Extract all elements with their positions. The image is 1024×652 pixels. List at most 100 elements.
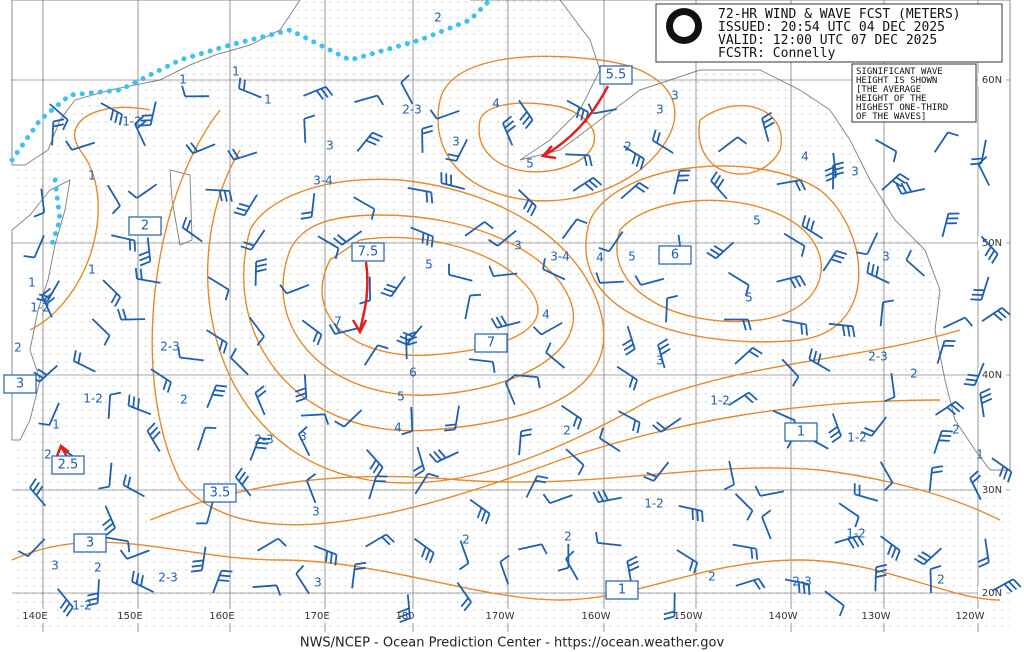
wind-barb — [781, 358, 800, 387]
wind-barb — [673, 169, 691, 195]
wind-barb — [935, 400, 965, 416]
wind-barb — [131, 570, 154, 593]
wind-barb — [227, 148, 258, 161]
wave-contour-label: 2 — [14, 341, 22, 355]
wave-contour-label: 1-2 — [710, 394, 730, 408]
wind-barb — [970, 276, 990, 301]
label-box — [658, 245, 692, 265]
wind-barb — [464, 293, 482, 320]
wave-contour-label: 5 — [753, 214, 761, 228]
wind-barb — [879, 461, 894, 492]
header-line: 72-HR WIND & WAVE FCST (METERS) — [718, 7, 961, 22]
wind-barb — [448, 263, 473, 282]
contour — [616, 199, 822, 323]
wind-barb — [146, 422, 161, 452]
wind-barb — [410, 226, 434, 248]
wind-barb — [233, 194, 258, 217]
note-line: HEIGHT IS SHOWN — [856, 76, 937, 86]
wind-barb — [616, 365, 638, 391]
wind-barb — [991, 578, 1022, 593]
wave-contour-label: 2-3 — [160, 340, 180, 354]
wind-barb — [598, 427, 621, 453]
wind-barb — [303, 85, 334, 100]
wind-barb — [525, 475, 549, 498]
header: 72-HR WIND & WAVE FCST (METERS) ISSUED: … — [655, 3, 1003, 123]
wind-barb — [663, 592, 676, 621]
wind-barb — [488, 229, 517, 247]
wind-barb — [634, 275, 665, 286]
wind-barb — [257, 537, 287, 552]
wave-contour-label: 2 — [44, 448, 52, 462]
contour — [243, 178, 605, 432]
note-line: HIGHEST ONE-THIRD — [856, 103, 948, 113]
wind-barb — [488, 265, 518, 277]
wind-barb — [51, 118, 65, 146]
wind-barb — [874, 138, 898, 163]
tick-box — [114, 609, 146, 623]
wind-barb — [499, 554, 510, 585]
wind-barb — [444, 405, 460, 432]
label-box — [3, 374, 37, 394]
wave-contour-label: 1 — [264, 93, 272, 107]
lat-label: 20N — [982, 588, 1002, 599]
wave-contour-label: 1 — [88, 169, 96, 183]
arrows — [55, 85, 610, 463]
wind-barb — [727, 271, 750, 297]
wind-barb — [881, 173, 910, 191]
wave-contour-label: 2 — [434, 11, 442, 25]
wave-contour-label: 1 — [179, 73, 187, 87]
wind-barb — [977, 538, 990, 568]
label-box — [128, 216, 162, 236]
lon-label: 160W — [582, 611, 611, 622]
wave-contour-label: 4 — [596, 251, 604, 265]
lon-label: 140E — [22, 611, 47, 622]
wind-barb — [138, 237, 152, 267]
tick-box — [389, 609, 421, 623]
wind-barb — [832, 161, 844, 190]
wave-contour-label: 2 — [624, 140, 632, 154]
wave-contour-label: 2 — [910, 367, 918, 381]
wind-barb — [928, 465, 944, 492]
wind-barb — [933, 131, 959, 153]
label-box — [474, 333, 508, 353]
wind-barb — [761, 509, 772, 540]
wind-barb — [206, 329, 228, 354]
wind-barb — [400, 74, 414, 105]
wind-barb — [808, 348, 831, 372]
wind-barb — [181, 85, 210, 98]
wave-contour-label: 3 — [656, 103, 664, 117]
wind-barb — [561, 218, 588, 240]
wave-contour-label: 3-4 — [313, 174, 333, 188]
lat-label: 30N — [982, 485, 1002, 496]
wind-barb — [328, 322, 359, 335]
wind-barb — [895, 181, 926, 195]
wave-contour-label: 2 — [563, 424, 571, 438]
wind-barb — [776, 275, 807, 289]
wave-contour-label: 2 — [952, 423, 960, 437]
wind-barb — [504, 374, 516, 406]
wind-barb — [545, 342, 566, 369]
wave-contour-label: 1 — [88, 263, 96, 277]
note-line: [THE AVERAGE — [856, 85, 921, 95]
wave-contour-label: 3 — [671, 89, 679, 103]
wave-contour-label: 3 — [312, 505, 320, 519]
wave-contour-label: 3 — [326, 139, 334, 153]
wind-barb — [300, 413, 330, 425]
wind-barb — [429, 109, 460, 120]
wind-barb — [595, 531, 622, 547]
wind-barb — [401, 406, 414, 436]
wind-barb — [856, 232, 879, 256]
wave-contour-label: 3 — [299, 430, 307, 444]
wind-barb — [592, 489, 622, 503]
wind-barb — [518, 543, 548, 555]
wind-barb — [572, 176, 603, 192]
wind-barb — [710, 171, 728, 200]
note-line: HEIGHT OF THE — [856, 94, 926, 104]
wind-barb — [734, 493, 754, 521]
wind-barb — [207, 276, 230, 301]
wind-barb — [190, 546, 207, 573]
wind-barb — [665, 294, 679, 323]
wind-barb — [618, 410, 641, 434]
wind-barb — [678, 505, 704, 523]
wind-barb — [238, 77, 262, 99]
